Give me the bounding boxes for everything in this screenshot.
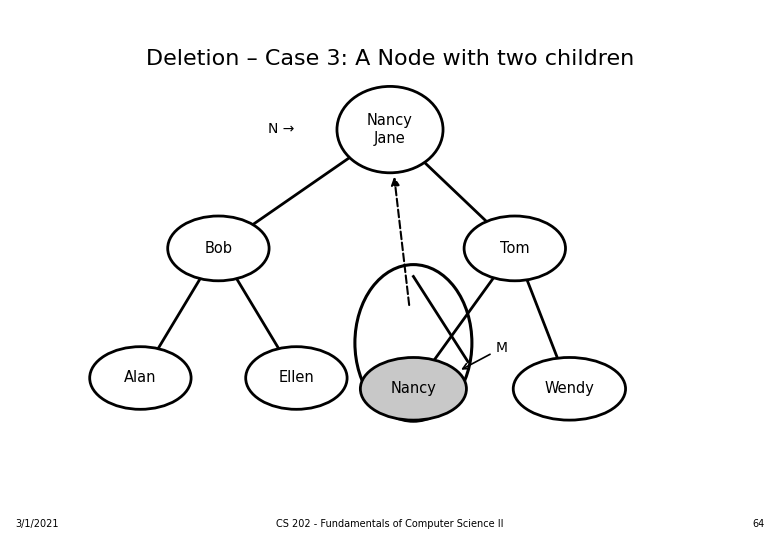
Text: Alan: Alan [124, 370, 157, 386]
Text: N →: N → [268, 122, 295, 136]
Ellipse shape [337, 86, 443, 173]
Text: Ellen: Ellen [278, 370, 314, 386]
Text: CS 202 - Fundamentals of Computer Science II: CS 202 - Fundamentals of Computer Scienc… [276, 519, 504, 529]
Text: Deletion – Case 3: A Node with two children: Deletion – Case 3: A Node with two child… [146, 49, 634, 69]
Ellipse shape [168, 216, 269, 281]
Ellipse shape [464, 216, 566, 281]
Text: 64: 64 [752, 519, 764, 529]
Text: Nancy
Jane: Nancy Jane [367, 113, 413, 146]
Text: Tom: Tom [500, 241, 530, 256]
Text: Wendy: Wendy [544, 381, 594, 396]
Text: 3/1/2021: 3/1/2021 [16, 519, 59, 529]
Ellipse shape [246, 347, 347, 409]
Text: Nancy: Nancy [391, 381, 436, 396]
Ellipse shape [90, 347, 191, 409]
Ellipse shape [513, 357, 626, 420]
Ellipse shape [360, 357, 466, 420]
Text: M: M [463, 341, 507, 369]
Text: Bob: Bob [204, 241, 232, 256]
